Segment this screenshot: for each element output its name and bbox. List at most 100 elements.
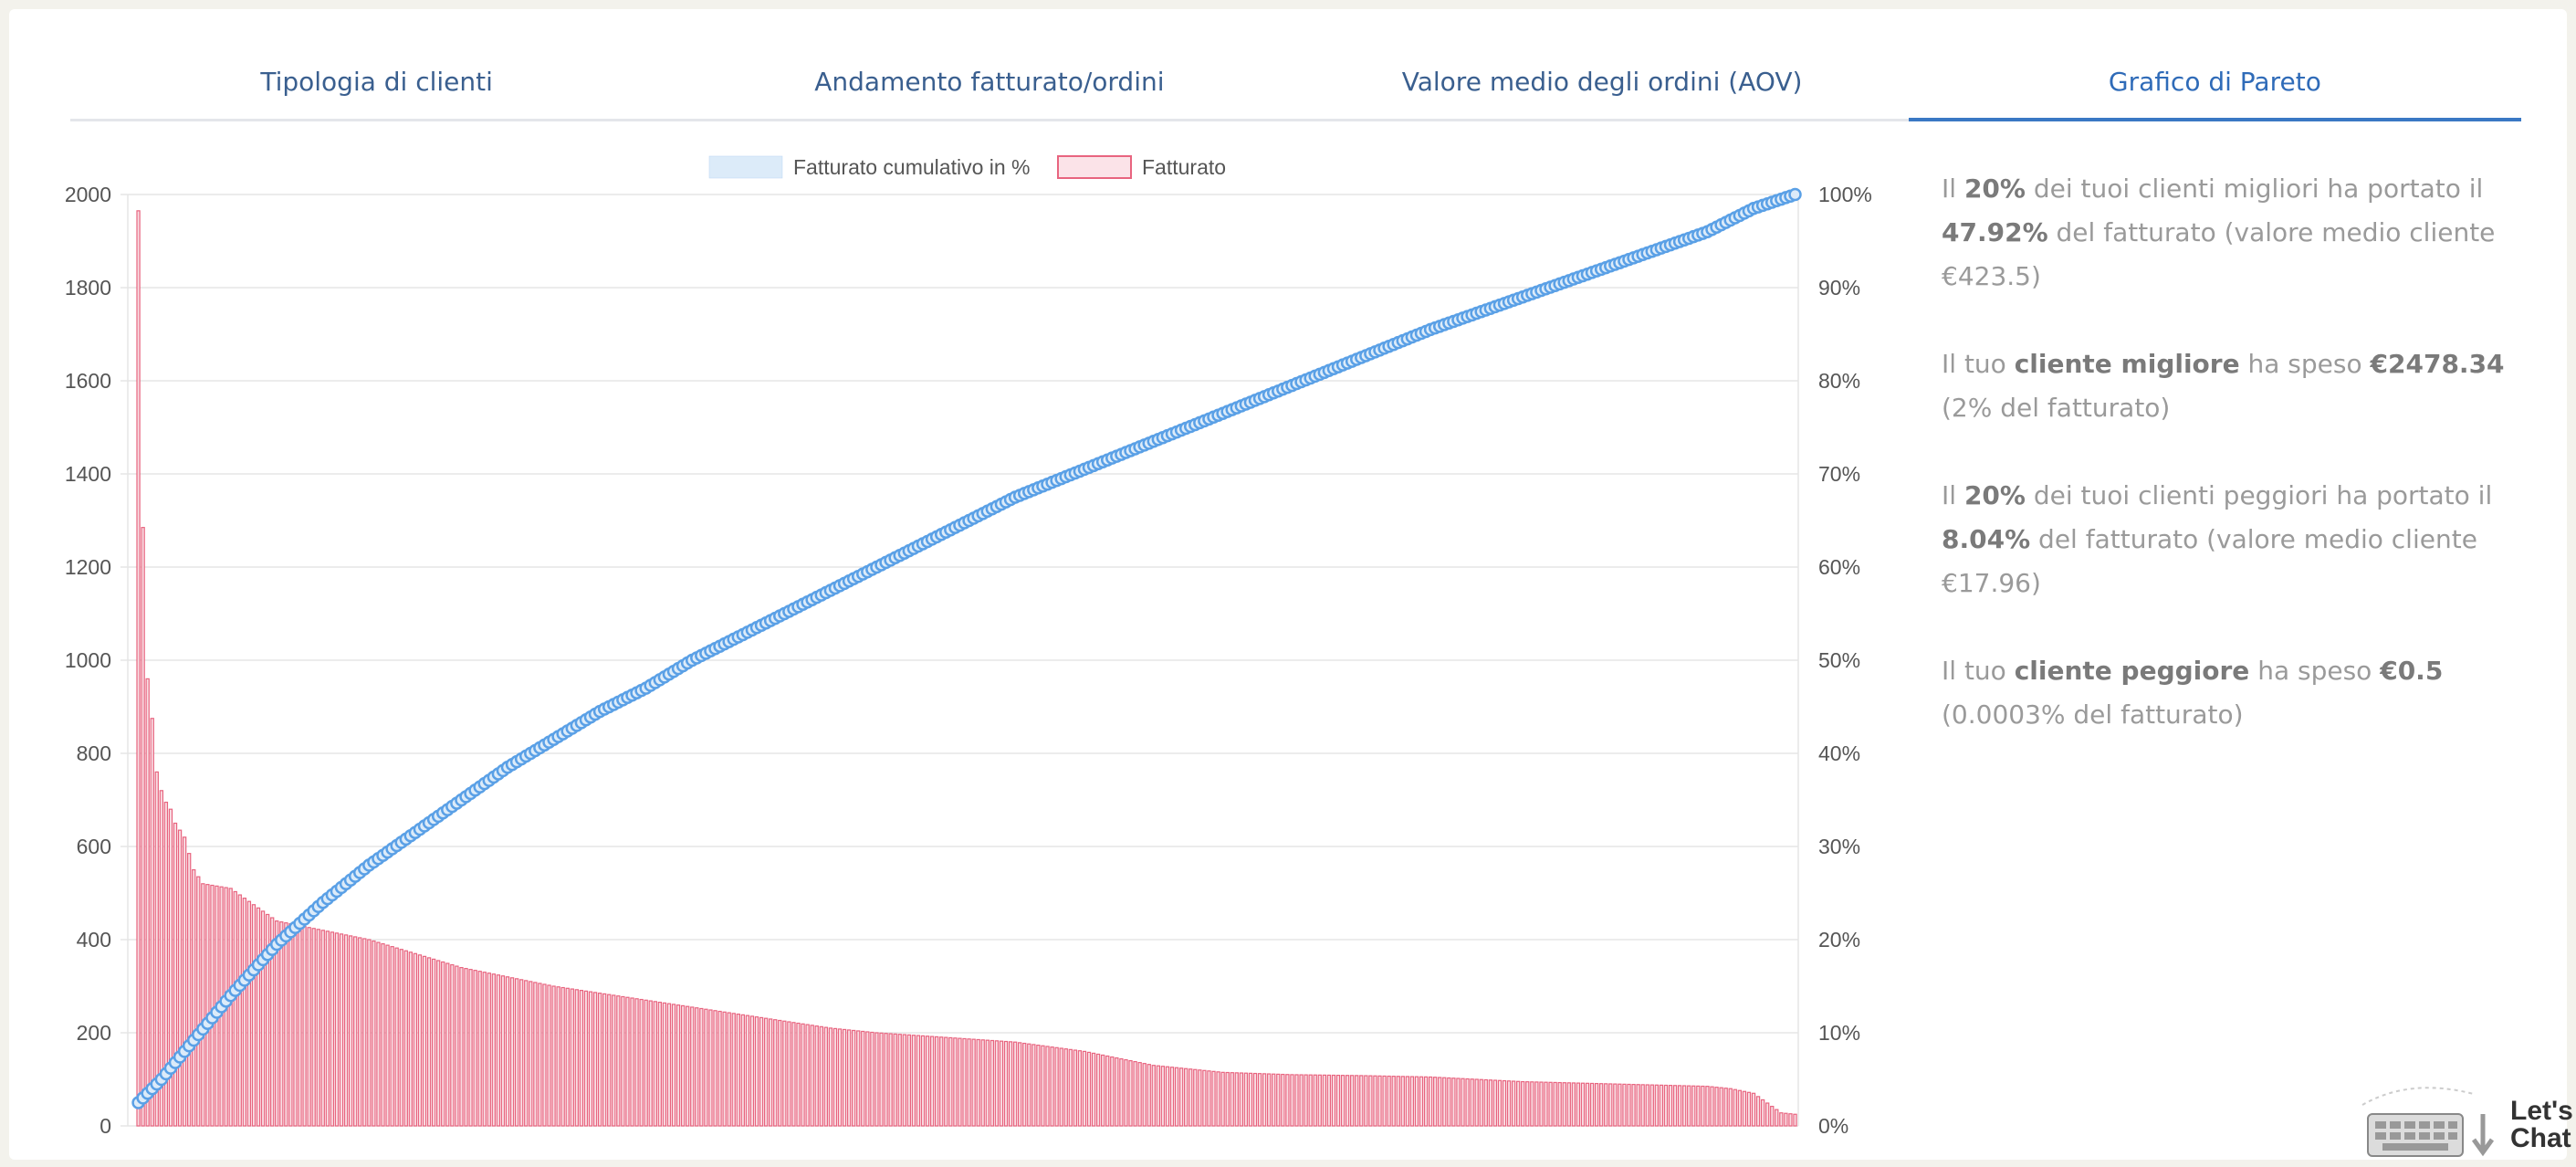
fatturato-bar bbox=[1474, 1078, 1479, 1127]
fatturato-bar bbox=[1335, 1074, 1341, 1127]
y-right-tick-label: 0% bbox=[1818, 1114, 1848, 1138]
fatturato-bar bbox=[1622, 1083, 1627, 1127]
fatturato-bar bbox=[459, 966, 464, 1127]
y-left-tick-label: 1000 bbox=[65, 648, 111, 672]
tab-grafico-pareto[interactable]: Grafico di Pareto bbox=[1908, 46, 2522, 121]
fatturato-bar bbox=[1326, 1074, 1332, 1127]
fatturato-bar bbox=[1350, 1075, 1355, 1127]
fatturato-bar bbox=[1128, 1059, 1133, 1127]
fatturato-bar bbox=[634, 998, 639, 1127]
fatturato-bar bbox=[648, 1000, 653, 1127]
tab-andamento-fatturato[interactable]: Andamento fatturato/ordini bbox=[814, 67, 1165, 97]
fatturato-bar bbox=[196, 876, 201, 1127]
fatturato-bar bbox=[1299, 1074, 1304, 1127]
fatturato-bar bbox=[1483, 1078, 1488, 1127]
fatturato-bar bbox=[1364, 1075, 1368, 1127]
fatturato-bar bbox=[1438, 1077, 1442, 1127]
fatturato-bar bbox=[976, 1038, 980, 1127]
fatturato-bar bbox=[657, 1001, 663, 1127]
fatturato-bar bbox=[1492, 1079, 1498, 1127]
fatturato-bar bbox=[1077, 1050, 1083, 1127]
fatturato-bar bbox=[187, 853, 192, 1127]
fatturato-bar bbox=[1742, 1090, 1747, 1127]
y-left-tick-label: 1400 bbox=[65, 462, 111, 486]
fatturato-bar bbox=[1147, 1064, 1151, 1127]
tab-tipologia-clienti[interactable]: Tipologia di clienti bbox=[260, 67, 493, 97]
fatturato-bar bbox=[935, 1036, 939, 1127]
fatturato-bar bbox=[159, 790, 164, 1127]
fatturato-bar bbox=[1663, 1084, 1669, 1127]
fatturato-bar bbox=[1751, 1092, 1756, 1127]
fatturato-bar bbox=[897, 1034, 902, 1127]
lets-chat-widget[interactable]: Let's Chat bbox=[2355, 1078, 2576, 1163]
fatturato-bar bbox=[680, 1004, 686, 1127]
fatturato-bar bbox=[1252, 1072, 1258, 1127]
fatturato-bar bbox=[1068, 1048, 1073, 1127]
tab-valore-medio-ordini[interactable]: Valore medio degli ordini (AOV) bbox=[1401, 67, 1803, 97]
fatturato-bar bbox=[136, 210, 141, 1127]
fatturato-bar bbox=[1696, 1085, 1701, 1127]
fatturato-bar bbox=[796, 1022, 801, 1127]
fatturato-bar bbox=[1160, 1066, 1166, 1127]
y-right-tick-label: 80% bbox=[1818, 369, 1860, 393]
fatturato-bar bbox=[1225, 1071, 1230, 1127]
fatturato-bar bbox=[832, 1027, 838, 1127]
fatturato-bar bbox=[1322, 1074, 1327, 1127]
fatturato-bar bbox=[1755, 1096, 1761, 1127]
fatturato-bar bbox=[1497, 1079, 1503, 1127]
fatturato-bar bbox=[948, 1036, 953, 1127]
fatturato-bar bbox=[1608, 1083, 1613, 1127]
fatturato-bar bbox=[399, 949, 403, 1127]
fatturato-bar bbox=[962, 1037, 967, 1127]
fatturato-bar bbox=[1276, 1073, 1281, 1127]
fatturato-bar bbox=[1262, 1073, 1267, 1127]
fatturato-bar bbox=[1701, 1085, 1705, 1127]
fatturato-bar bbox=[524, 980, 529, 1127]
y-left-tick-label: 400 bbox=[77, 928, 111, 951]
fatturato-bar bbox=[1733, 1088, 1737, 1127]
fatturato-bar bbox=[787, 1021, 791, 1127]
fatturato-bar bbox=[436, 960, 441, 1127]
fatturato-bar bbox=[583, 990, 589, 1127]
fatturato-bar bbox=[999, 1040, 1004, 1127]
fatturato-bar bbox=[1124, 1058, 1128, 1127]
fatturato-bar bbox=[1691, 1085, 1696, 1127]
fatturato-bar bbox=[1645, 1084, 1649, 1127]
fatturato-bar bbox=[417, 954, 423, 1127]
fatturato-bar bbox=[372, 940, 376, 1127]
fatturato-bar bbox=[1465, 1078, 1470, 1127]
fatturato-bar bbox=[141, 527, 145, 1127]
fatturato-bar bbox=[920, 1035, 926, 1127]
fatturato-bar bbox=[381, 942, 385, 1127]
fatturato-bar bbox=[1045, 1046, 1050, 1127]
fatturato-bar bbox=[1202, 1069, 1207, 1127]
fatturato-bar bbox=[1714, 1087, 1719, 1127]
y-left-tick-label: 1200 bbox=[65, 555, 111, 579]
fatturato-bar bbox=[560, 986, 565, 1127]
fatturato-bar bbox=[1604, 1083, 1608, 1127]
y-right-tick-label: 10% bbox=[1818, 1021, 1860, 1045]
fatturato-bar bbox=[362, 938, 367, 1127]
fatturato-bar bbox=[1585, 1082, 1590, 1127]
fatturato-bar bbox=[1728, 1088, 1733, 1127]
fatturato-bar bbox=[612, 994, 616, 1127]
y-left-tick-label: 2000 bbox=[65, 183, 111, 206]
legend-label: Fatturato bbox=[1142, 155, 1226, 179]
fatturato-bar bbox=[846, 1029, 852, 1127]
fatturato-bar bbox=[1193, 1068, 1198, 1127]
fatturato-bar bbox=[1003, 1040, 1009, 1127]
fatturato-bar bbox=[473, 970, 477, 1127]
fatturato-bar bbox=[1672, 1085, 1678, 1127]
fatturato-bar bbox=[823, 1026, 829, 1127]
fatturato-bar bbox=[1488, 1079, 1493, 1127]
y-right-tick-label: 20% bbox=[1818, 928, 1860, 951]
fatturato-bar bbox=[842, 1028, 847, 1127]
fatturato-bar bbox=[874, 1032, 879, 1127]
fatturato-bar bbox=[1290, 1074, 1294, 1127]
fatturato-bar bbox=[482, 972, 487, 1127]
fatturato-bar bbox=[773, 1019, 778, 1127]
fatturato-bar bbox=[870, 1031, 874, 1127]
fatturato-bar bbox=[1631, 1084, 1636, 1127]
fatturato-bar bbox=[717, 1010, 722, 1127]
fatturato-bar bbox=[477, 971, 482, 1127]
